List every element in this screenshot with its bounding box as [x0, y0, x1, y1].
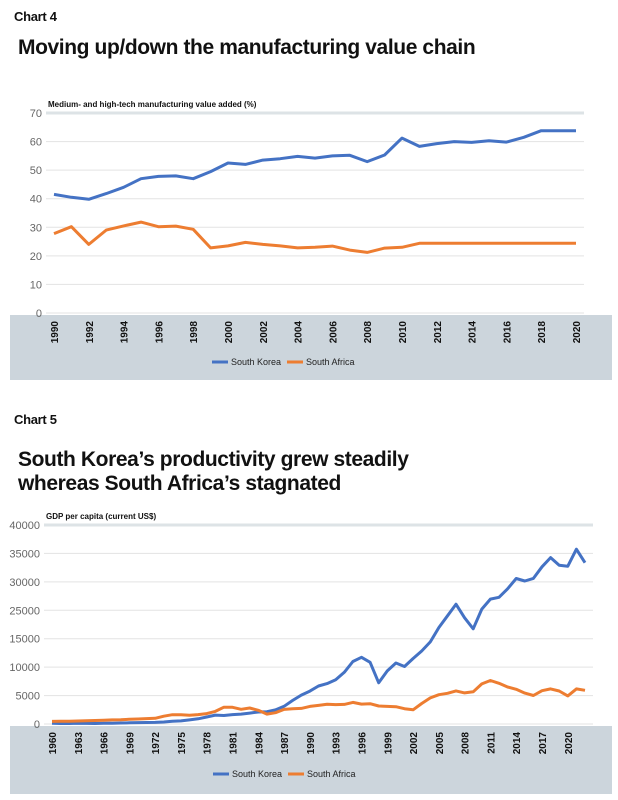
series-line-south-africa: [53, 220, 576, 254]
series-line-south-korea: [51, 547, 587, 725]
y-tick-label: 40000: [9, 520, 40, 532]
x-tick-label: 2004: [294, 321, 305, 344]
y-tick-label: 30: [30, 222, 42, 234]
x-tick-label: 1998: [189, 321, 200, 344]
x-tick-label: 2014: [512, 732, 523, 755]
x-tick-label: 1990: [50, 321, 61, 344]
y-tick-label: 40: [30, 194, 42, 206]
chart4-title: Moving up/down the manufacturing value c…: [18, 36, 476, 59]
y-tick-label: 0: [34, 719, 40, 731]
x-tick-label: 2006: [328, 321, 339, 344]
x-tick-label: 1984: [254, 732, 265, 755]
axis-band: [10, 726, 612, 794]
x-tick-label: 1992: [85, 321, 96, 344]
y-tick-label: 70: [30, 108, 42, 120]
chart5-title-line1: South Korea’s productivity grew steadily: [18, 448, 409, 471]
x-tick-label: 1994: [120, 321, 131, 344]
x-tick-label: 1999: [383, 732, 394, 755]
chart4: 0 10 20 30 40 50 60 70 Medium- and high-tech man…: [10, 100, 612, 380]
x-tick-label: 2002: [409, 732, 420, 755]
x-tick-label: 1993: [332, 732, 343, 755]
y-axis-label: Medium- and high-tech manufacturing valu…: [48, 100, 257, 109]
x-tick-label: 2016: [502, 321, 513, 344]
y-tick-label: 25000: [9, 605, 40, 617]
x-tick-label: 2014: [468, 321, 479, 344]
y-tick-label: 5000: [16, 691, 40, 703]
x-tick-label: 1966: [100, 732, 111, 755]
y-tick-label: 30000: [9, 577, 40, 589]
x-tick-label: 2000: [224, 321, 235, 344]
x-tick-label: 1960: [48, 732, 59, 755]
x-tick-label: 1996: [357, 732, 368, 755]
y-tick-label: 15000: [9, 634, 40, 646]
x-tick-label: 2018: [537, 321, 548, 344]
legend-label: South Africa: [306, 357, 355, 367]
y-tick-label: 0: [36, 308, 42, 320]
x-tick-label: 2017: [538, 732, 549, 755]
x-tick-label: 1978: [203, 732, 214, 755]
legend-label: South Africa: [307, 769, 356, 779]
series-line-south-africa: [51, 679, 586, 723]
y-tick-label: 60: [30, 137, 42, 149]
x-tick-label: 2020: [572, 321, 583, 344]
y-tick-label: 10: [30, 279, 42, 291]
y-tick-label: 50: [30, 165, 42, 177]
x-tick-label: 2012: [433, 321, 444, 344]
chart5-title-line2: whereas South Africa’s stagnated: [18, 472, 341, 495]
x-tick-label: 1987: [280, 732, 291, 755]
x-tick-label: 2005: [435, 732, 446, 755]
y-axis-label: GDP per capita (current US$): [46, 512, 156, 521]
x-tick-label: 1990: [306, 732, 317, 755]
x-tick-label: 1996: [154, 321, 165, 344]
y-tick-label: 20: [30, 251, 42, 263]
x-tick-label: 1963: [74, 732, 85, 755]
x-tick-label: 2010: [398, 321, 409, 344]
legend-label: South Korea: [231, 357, 281, 367]
y-tick-label: 35000: [9, 548, 40, 560]
series-line-south-korea: [53, 129, 576, 201]
chart5-label: Chart 5: [14, 412, 57, 427]
legend-label: South Korea: [232, 769, 282, 779]
x-tick-label: 2008: [461, 732, 472, 755]
y-tick-label: 10000: [9, 662, 40, 674]
x-tick-label: 1969: [125, 732, 136, 755]
x-tick-label: 1972: [151, 732, 162, 755]
axis-band: [10, 315, 612, 380]
x-tick-label: 2020: [564, 732, 575, 755]
chart4-label: Chart 4: [14, 9, 57, 24]
x-tick-label: 1981: [229, 732, 240, 755]
x-tick-label: 1975: [177, 732, 188, 755]
x-tick-label: 2008: [363, 321, 374, 344]
x-tick-label: 2002: [259, 321, 270, 344]
x-tick-label: 2011: [486, 732, 497, 754]
